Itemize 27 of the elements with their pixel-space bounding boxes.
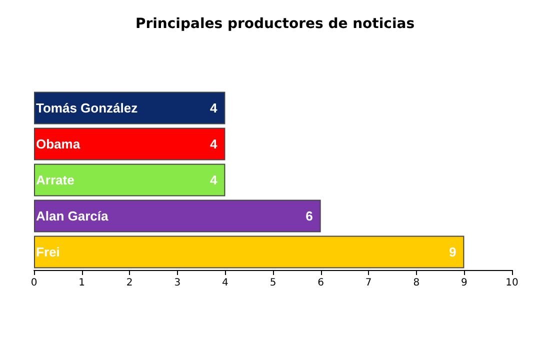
- y-tick-label: Tomás González: [36, 100, 138, 116]
- data-label: 4: [210, 136, 218, 152]
- x-tick-label: 2: [126, 278, 133, 288]
- x-tick-label: 6: [318, 278, 324, 288]
- y-tick-label: Arrate: [36, 172, 74, 188]
- x-tick-label: 5: [270, 278, 276, 288]
- x-tick-label: 0: [30, 278, 38, 288]
- data-label: 9: [448, 244, 456, 260]
- x-tick-label: 7: [365, 278, 372, 288]
- chart-title: Principales productores de noticias: [135, 16, 415, 32]
- x-tick-label: 10: [506, 278, 518, 288]
- bar: [34, 164, 226, 196]
- x-tick-label: 4: [222, 278, 228, 288]
- data-label: 4: [210, 172, 218, 188]
- y-tick-label: Obama: [36, 136, 81, 152]
- bar: [34, 236, 464, 268]
- bar: [34, 200, 321, 232]
- y-tick-label: Frei: [36, 244, 60, 260]
- x-tick-label: 1: [78, 278, 85, 288]
- data-label: 6: [306, 208, 313, 224]
- x-tick-label: 8: [413, 278, 420, 288]
- bar: [34, 128, 226, 160]
- x-tick-label: 9: [461, 278, 468, 288]
- y-tick-label: Alan García: [36, 208, 110, 224]
- x-tick-label: 3: [174, 278, 181, 288]
- bar: [34, 92, 226, 124]
- data-label: 4: [210, 100, 218, 116]
